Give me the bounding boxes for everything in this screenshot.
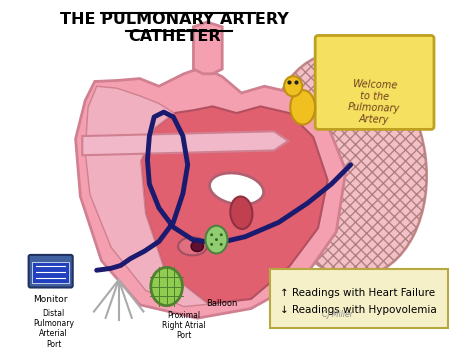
Text: Proximal
Right Atrial
Port: Proximal Right Atrial Port [162, 311, 206, 340]
Ellipse shape [210, 233, 213, 236]
FancyBboxPatch shape [315, 36, 434, 129]
Polygon shape [85, 86, 213, 307]
Text: THE PULMONARY ARTERY: THE PULMONARY ARTERY [60, 11, 289, 27]
Text: CATHETER: CATHETER [128, 29, 220, 44]
Ellipse shape [215, 238, 218, 241]
Text: Balloon: Balloon [207, 299, 238, 308]
Text: ↑ Readings with Heart Failure: ↑ Readings with Heart Failure [280, 288, 435, 297]
Polygon shape [82, 131, 288, 155]
Ellipse shape [191, 241, 203, 252]
FancyBboxPatch shape [28, 255, 73, 288]
Ellipse shape [290, 90, 315, 125]
Polygon shape [75, 67, 346, 318]
Ellipse shape [220, 233, 223, 236]
Ellipse shape [267, 53, 427, 277]
Ellipse shape [178, 237, 207, 255]
FancyBboxPatch shape [32, 262, 69, 283]
Polygon shape [193, 22, 222, 74]
Ellipse shape [151, 267, 182, 306]
Text: Welcome
to the
Pulmonary
Artery: Welcome to the Pulmonary Artery [348, 78, 401, 125]
Text: Distal
Pulmonary
Arterial
Port: Distal Pulmonary Arterial Port [33, 308, 74, 349]
Polygon shape [141, 106, 328, 304]
Text: ↓ Readings with Hypovolemia: ↓ Readings with Hypovolemia [280, 305, 437, 315]
Ellipse shape [220, 243, 223, 246]
Text: Monitor: Monitor [33, 295, 68, 304]
Ellipse shape [230, 197, 253, 229]
FancyBboxPatch shape [270, 269, 448, 328]
Text: CJ Miller: CJ Miller [322, 310, 353, 318]
Ellipse shape [210, 173, 264, 204]
Ellipse shape [284, 76, 302, 96]
Ellipse shape [210, 243, 213, 246]
Ellipse shape [205, 226, 228, 253]
